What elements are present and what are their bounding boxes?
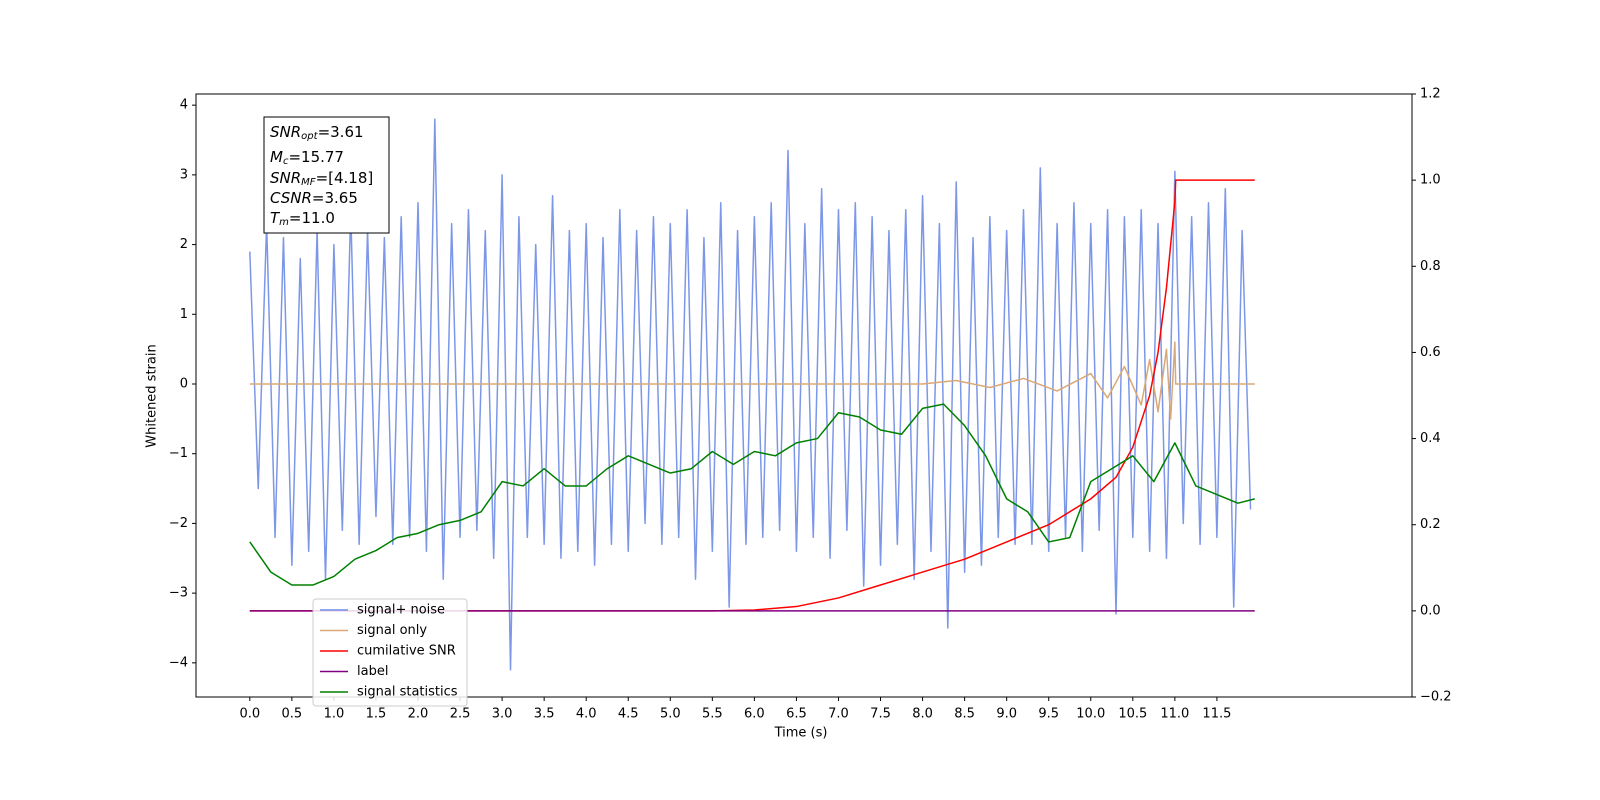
x-tick-label: 1.0	[324, 707, 345, 722]
y2-tick-label: 0.0	[1420, 603, 1441, 618]
y2-tick-label: 0.4	[1420, 431, 1441, 446]
legend-label: signal statistics	[357, 685, 458, 700]
legend-label: cumilative SNR	[357, 644, 456, 659]
annotation-value: =3.65	[312, 189, 358, 207]
x-tick-label: 5.5	[702, 707, 723, 722]
y-tick-label: 1	[180, 307, 188, 322]
x-tick-label: 4.0	[576, 707, 597, 722]
annotation-name: SNR	[270, 123, 301, 141]
series-line	[249, 118, 1252, 671]
annotation-subscript: opt	[301, 131, 318, 142]
x-tick-label: 4.5	[618, 707, 639, 722]
legend-label: label	[357, 664, 388, 679]
y2-tick-label: −0.2	[1420, 690, 1452, 705]
y-tick-label: 3	[180, 167, 188, 182]
annotation-line: CSNR=3.65	[270, 189, 358, 207]
x-tick-label: 9.0	[996, 707, 1017, 722]
y2-tick-label: 1.2	[1420, 87, 1441, 102]
legend-box	[312, 598, 468, 707]
y-axis-label: Whitened strain	[145, 344, 160, 447]
y-tick-label: 2	[180, 237, 188, 252]
x-tick-label: 5.0	[660, 707, 681, 722]
x-tick-label: 10.0	[1076, 707, 1105, 722]
x-tick-label: 2.5	[450, 707, 471, 722]
annotation-subscript: m	[279, 217, 289, 228]
x-tick-label: 7.0	[828, 707, 849, 722]
y2-tick-label: 0.6	[1420, 345, 1441, 360]
y-tick-label: −3	[169, 586, 188, 601]
series-line	[249, 179, 1255, 612]
annotation-name: SNR	[270, 169, 301, 187]
x-tick-label: 0.5	[282, 707, 303, 722]
annotation-value: =3.61	[318, 123, 364, 141]
series-line	[249, 403, 1255, 586]
x-axis-label: Time (s)	[774, 726, 828, 741]
y-tick-label: 4	[180, 98, 188, 113]
y-tick-label: 0	[180, 376, 188, 391]
x-tick-label: 3.5	[534, 707, 555, 722]
y-tick-label: −2	[169, 516, 188, 531]
x-tick-label: 3.0	[492, 707, 513, 722]
y-tick-label: −4	[169, 655, 188, 670]
annotation-line: SNRMF=[4.18]	[270, 169, 373, 189]
annotation-name: M	[270, 148, 283, 166]
annotation-line: SNRopt=3.61	[270, 123, 364, 143]
x-tick-label: 2.0	[408, 707, 429, 722]
y2-tick-label: 0.2	[1420, 517, 1441, 532]
annotation-name: CSNR	[270, 189, 312, 207]
y2-tick-label: 0.8	[1420, 259, 1441, 274]
annotation-subscript: MF	[301, 177, 316, 188]
annotation-subscript: c	[283, 156, 289, 167]
annotation-value: =15.77	[288, 148, 344, 166]
annotation-line: Mc=15.77	[270, 148, 344, 168]
annotation-value: =[4.18]	[316, 169, 374, 187]
x-tick-label: 1.5	[366, 707, 387, 722]
x-tick-label: 6.0	[744, 707, 765, 722]
x-tick-label: 11.5	[1202, 707, 1231, 722]
x-tick-label: 8.0	[912, 707, 933, 722]
plot-frame	[195, 93, 1413, 698]
y2-tick-label: 1.0	[1420, 173, 1441, 188]
x-tick-label: 10.5	[1118, 707, 1147, 722]
y-tick-label: −1	[169, 446, 188, 461]
annotation-box	[263, 116, 390, 234]
annotation-name: T	[270, 209, 281, 227]
x-tick-label: 7.5	[870, 707, 891, 722]
legend-label: signal+ noise	[357, 603, 445, 618]
legend-label: signal only	[357, 623, 427, 638]
x-tick-label: 0.0	[239, 707, 260, 722]
x-tick-label: 11.0	[1160, 707, 1189, 722]
annotation-line: Tm=11.0	[270, 209, 335, 229]
x-tick-label: 8.5	[954, 707, 975, 722]
series-line	[249, 341, 1255, 420]
x-tick-label: 9.5	[1038, 707, 1059, 722]
x-tick-label: 6.5	[786, 707, 807, 722]
annotation-value: =11.0	[289, 209, 335, 227]
